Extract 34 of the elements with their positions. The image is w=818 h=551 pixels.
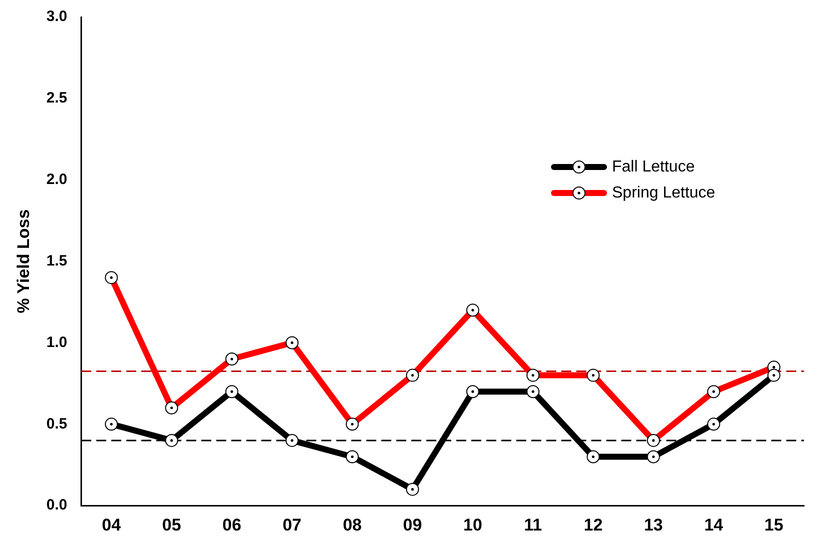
y-tick-label: 1.0 [46, 334, 68, 351]
legend-label: Fall Lettuce [612, 158, 695, 176]
point [586, 450, 600, 464]
point [346, 450, 359, 464]
x-tick-label: 07 [282, 515, 302, 534]
x-tick-label: 13 [644, 515, 663, 534]
point [104, 418, 118, 431]
y-tick-label: 0.5 [46, 415, 68, 432]
x-tick-label: 05 [162, 515, 182, 534]
point [466, 385, 480, 398]
point [165, 434, 178, 447]
point [707, 418, 720, 431]
point [286, 434, 299, 447]
x-tick-label: 10 [463, 515, 482, 534]
point [406, 482, 420, 496]
legend-label: Spring Lettuce [612, 184, 716, 202]
x-tick-label: 15 [764, 515, 784, 534]
point [526, 385, 540, 398]
point [646, 450, 660, 464]
x-tick-label: 14 [704, 515, 724, 534]
x-tick-label: 09 [403, 515, 422, 534]
y-tick-label: 2.0 [46, 171, 68, 188]
point [225, 385, 238, 398]
y-tick-label: 0.0 [46, 496, 68, 514]
y-tick-label: 2.5 [46, 90, 68, 107]
x-tick-label: 04 [102, 515, 122, 534]
y-axis-title: % Yield Loss [14, 209, 33, 314]
x-tick-label: 06 [222, 515, 242, 534]
y-tick-label: 1.5 [46, 252, 68, 270]
y-tick-label: 3.0 [46, 8, 68, 26]
x-tick-label: 08 [342, 515, 362, 534]
x-tick-label: 11 [524, 515, 542, 534]
point [767, 368, 780, 382]
x-tick-label: 12 [584, 515, 603, 534]
